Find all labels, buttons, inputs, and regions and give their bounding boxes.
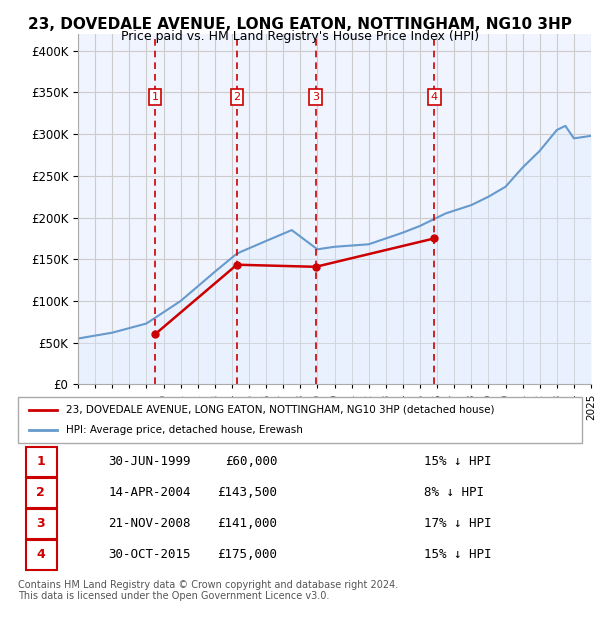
Text: 2: 2 [233,92,241,102]
FancyBboxPatch shape [26,540,58,570]
Text: 15% ↓ HPI: 15% ↓ HPI [424,549,491,561]
Text: £60,000: £60,000 [225,456,277,468]
Text: 2: 2 [36,487,45,499]
Text: 4: 4 [431,92,438,102]
Text: HPI: Average price, detached house, Erewash: HPI: Average price, detached house, Erew… [66,425,303,435]
Text: 1: 1 [151,92,158,102]
Text: 8% ↓ HPI: 8% ↓ HPI [424,487,484,499]
Text: £141,000: £141,000 [217,518,277,530]
Text: 30-OCT-2015: 30-OCT-2015 [108,549,191,561]
Text: 15% ↓ HPI: 15% ↓ HPI [424,456,491,468]
Text: 14-APR-2004: 14-APR-2004 [108,487,191,499]
FancyBboxPatch shape [26,447,58,477]
Text: 4: 4 [36,549,45,561]
Text: £143,500: £143,500 [217,487,277,499]
Text: Price paid vs. HM Land Registry's House Price Index (HPI): Price paid vs. HM Land Registry's House … [121,30,479,43]
Text: 1: 1 [36,456,45,468]
FancyBboxPatch shape [26,509,58,539]
Text: 17% ↓ HPI: 17% ↓ HPI [424,518,491,530]
Text: 23, DOVEDALE AVENUE, LONG EATON, NOTTINGHAM, NG10 3HP (detached house): 23, DOVEDALE AVENUE, LONG EATON, NOTTING… [66,405,494,415]
FancyBboxPatch shape [26,478,58,508]
FancyBboxPatch shape [18,397,582,443]
Text: 30-JUN-1999: 30-JUN-1999 [108,456,191,468]
Text: £175,000: £175,000 [217,549,277,561]
Text: 21-NOV-2008: 21-NOV-2008 [108,518,191,530]
Text: Contains HM Land Registry data © Crown copyright and database right 2024.
This d: Contains HM Land Registry data © Crown c… [18,580,398,601]
Text: 3: 3 [312,92,319,102]
Text: 3: 3 [36,518,45,530]
Text: 23, DOVEDALE AVENUE, LONG EATON, NOTTINGHAM, NG10 3HP: 23, DOVEDALE AVENUE, LONG EATON, NOTTING… [28,17,572,32]
